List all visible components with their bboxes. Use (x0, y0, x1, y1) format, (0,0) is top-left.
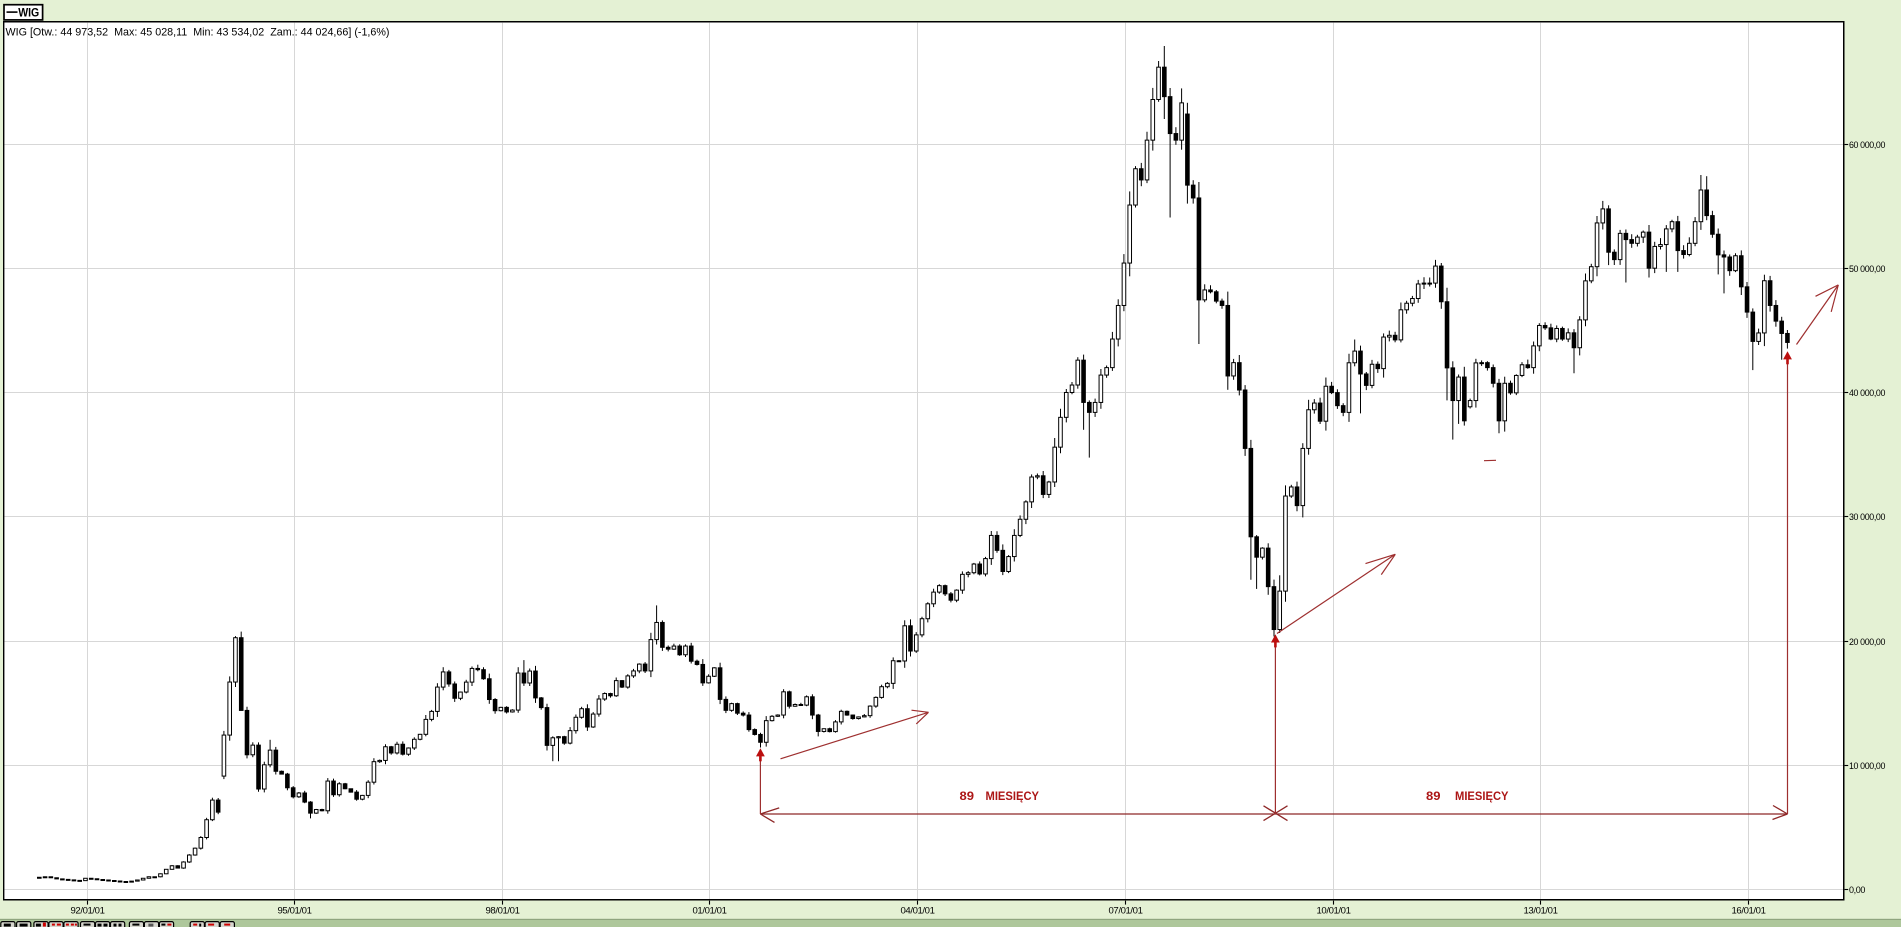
svg-text:MIESIĘCY: MIESIĘCY (1455, 791, 1509, 803)
svg-text:WIG: WIG (18, 8, 39, 20)
svg-text:WIG [Otw.: 44 973,52 Max: 45: WIG [Otw.: 44 973,52 Max: 45 028,11 Min:… (6, 27, 390, 39)
svg-text:95/01/01: 95/01/01 (278, 905, 312, 916)
svg-text:10/01/01: 10/01/01 (1317, 905, 1351, 916)
svg-text:89: 89 (1426, 791, 1441, 803)
svg-text:50 000,00: 50 000,00 (1849, 264, 1885, 275)
svg-text:13/01/01: 13/01/01 (1524, 905, 1558, 916)
svg-text:20 000,00: 20 000,00 (1849, 637, 1885, 648)
svg-text:92/01/01: 92/01/01 (71, 905, 105, 916)
svg-text:40 000,00: 40 000,00 (1849, 388, 1885, 399)
svg-text:16/01/01: 16/01/01 (1732, 905, 1766, 916)
svg-text:10 000,00: 10 000,00 (1849, 761, 1885, 772)
svg-text:89: 89 (960, 791, 975, 803)
svg-text:0,00: 0,00 (1849, 885, 1865, 896)
svg-text:04/01/01: 04/01/01 (901, 905, 935, 916)
svg-text:60 000,00: 60 000,00 (1849, 140, 1885, 151)
svg-text:07/01/01: 07/01/01 (1109, 905, 1143, 916)
svg-text:01/01/01: 01/01/01 (693, 905, 727, 916)
svg-text:MIESIĘCY: MIESIĘCY (986, 791, 1040, 803)
svg-text:30 000,00: 30 000,00 (1849, 512, 1885, 523)
svg-text:98/01/01: 98/01/01 (486, 905, 520, 916)
